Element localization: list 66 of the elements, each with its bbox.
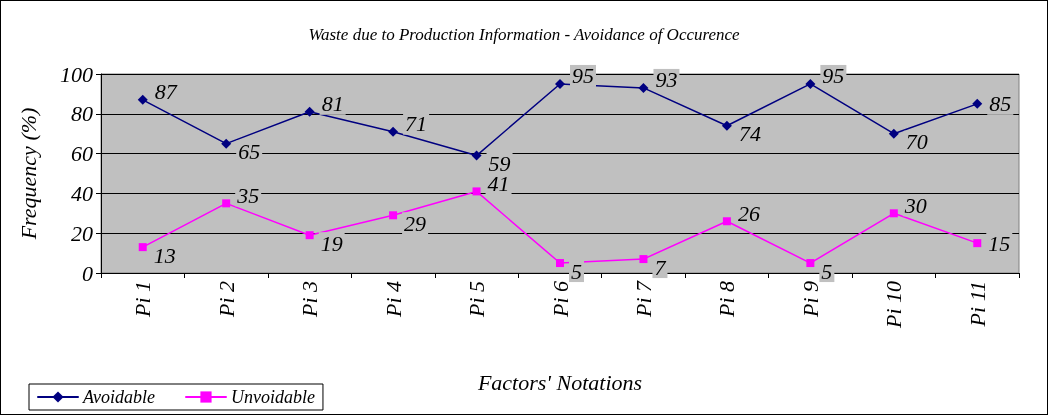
x-tick-label: Pi 11 [964, 281, 990, 328]
y-tick-label: 20 [71, 220, 93, 246]
point [973, 239, 982, 248]
data-label: 26 [737, 200, 760, 226]
data-label: 81 [321, 91, 344, 117]
data-label: 74 [738, 121, 761, 147]
data-label: 5 [571, 258, 582, 284]
x-tick-label: Pi 4 [380, 281, 406, 319]
point [388, 126, 399, 137]
y-tick-label: 40 [71, 180, 93, 206]
point [471, 150, 482, 161]
point [639, 255, 648, 264]
x-tick-label: Pi 7 [630, 280, 656, 319]
y-axis-title: Frequency (%) [15, 107, 41, 241]
data-label: 70 [905, 129, 928, 155]
data-label: 7 [654, 254, 667, 280]
point [221, 138, 232, 149]
x-tick-label: Pi 8 [714, 281, 740, 319]
legend-label: Avoidable [82, 387, 155, 407]
x-tick-label: Pi 3 [297, 281, 323, 319]
point [222, 199, 231, 208]
point [304, 106, 315, 117]
data-label: 29 [404, 210, 427, 236]
point [805, 78, 816, 89]
point [721, 120, 732, 131]
data-label: 41 [487, 170, 510, 196]
data-label: 65 [238, 139, 261, 165]
chart-title: Waste due to Production Information - Avoidance of Occurence [308, 25, 741, 44]
point [638, 82, 649, 93]
data-label: 95 [822, 63, 845, 89]
data-label: 85 [989, 91, 1012, 117]
x-tick-label: Pi 2 [213, 281, 239, 319]
point [722, 217, 731, 226]
x-tick-label: Pi 5 [464, 281, 490, 319]
point [888, 128, 899, 139]
x-tick-label: Pi 6 [547, 281, 573, 319]
point [472, 187, 481, 196]
y-tick-label: 100 [60, 61, 93, 87]
data-label: 5 [821, 258, 833, 284]
data-label: 71 [405, 111, 428, 137]
y-tick-label: 60 [71, 141, 93, 167]
data-label: 13 [153, 242, 176, 268]
data-label: 30 [903, 192, 927, 218]
data-label: 15 [988, 230, 1011, 256]
data-label: 19 [320, 230, 343, 256]
y-tick-label: 80 [71, 101, 93, 127]
point [556, 259, 564, 268]
data-label: 59 [488, 151, 511, 177]
point [305, 231, 314, 240]
x-axis-title: Factors' Notations [476, 369, 643, 395]
legend-label: Unvoidable [230, 387, 315, 407]
point [137, 94, 148, 105]
y-tick-label: 0 [82, 260, 93, 286]
x-tick-label: Pi 10 [881, 281, 907, 330]
data-label: 35 [236, 182, 260, 208]
data-label: 95 [572, 63, 594, 89]
point [806, 259, 815, 268]
point [972, 98, 983, 109]
point [889, 209, 898, 218]
point [555, 78, 565, 89]
point [138, 243, 147, 252]
x-tick-label: Pi 1 [130, 281, 156, 319]
point [389, 211, 398, 220]
x-tick-label: Pi 9 [797, 281, 823, 319]
data-label: 87 [154, 79, 178, 105]
data-label: 93 [655, 67, 678, 93]
